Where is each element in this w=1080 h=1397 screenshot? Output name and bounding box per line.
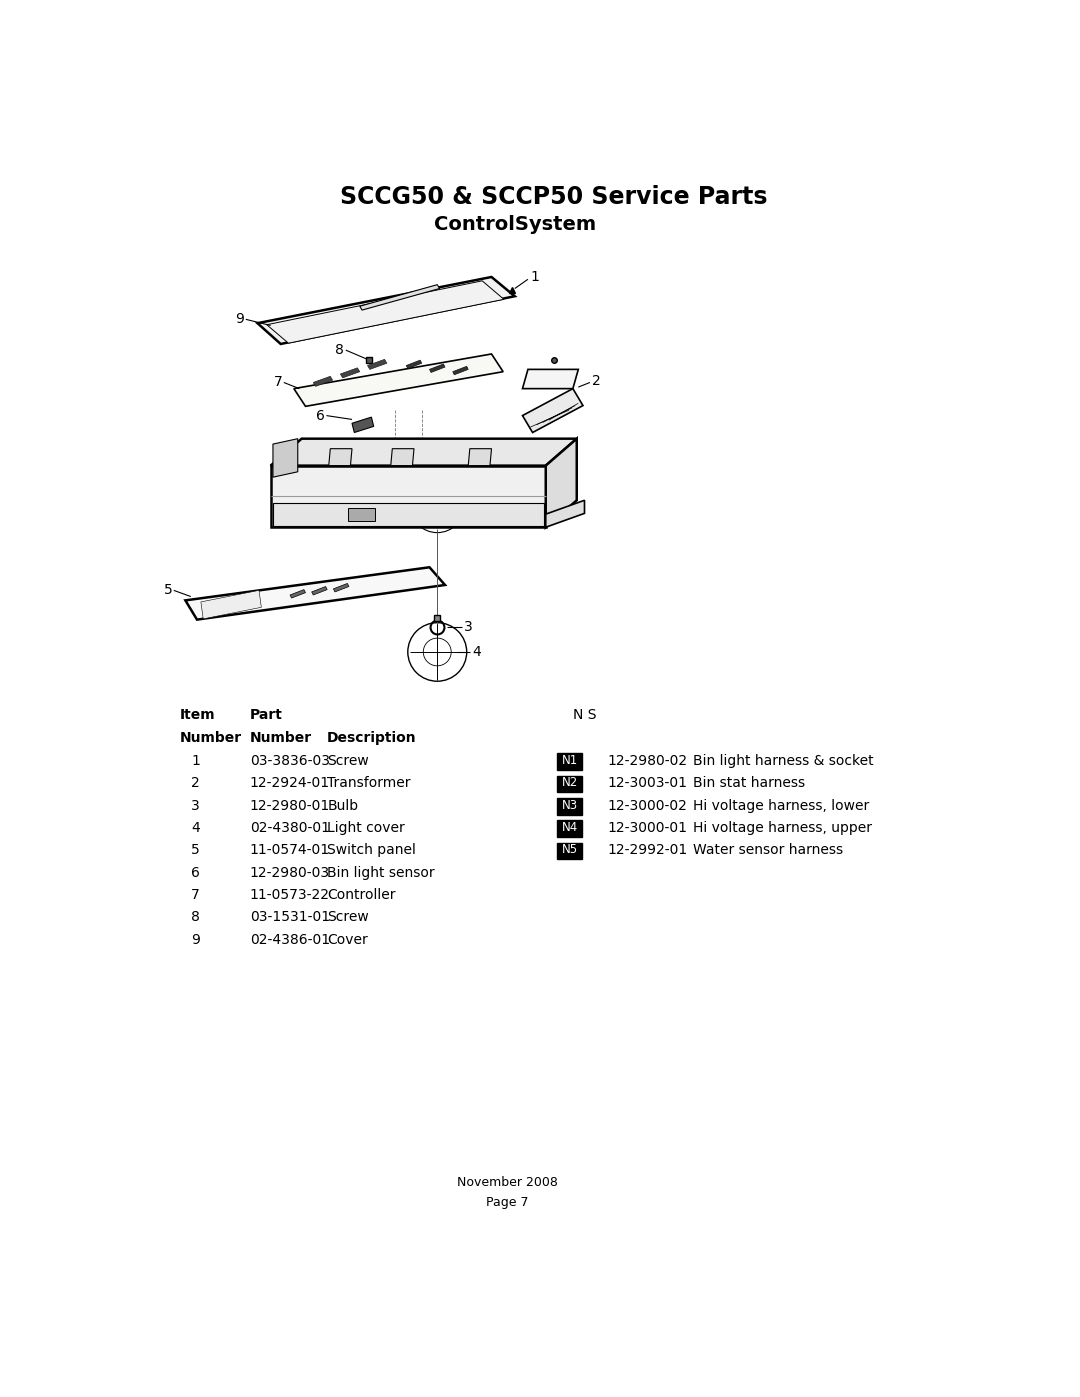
Text: 9: 9 (191, 933, 200, 947)
Text: 6: 6 (191, 866, 200, 880)
Text: Number: Number (180, 731, 242, 745)
Text: N4: N4 (562, 821, 578, 834)
Text: SCCG50 & SCCP50 Service Parts: SCCG50 & SCCP50 Service Parts (340, 184, 767, 208)
Text: Bin light sensor: Bin light sensor (327, 866, 435, 880)
Text: Number: Number (249, 731, 312, 745)
Text: 5: 5 (191, 844, 200, 858)
Text: 12-2980-02: 12-2980-02 (608, 754, 688, 768)
Bar (557, 842, 582, 859)
Text: Description: Description (327, 731, 417, 745)
Polygon shape (201, 591, 261, 619)
Text: Page 7: Page 7 (486, 1196, 528, 1208)
Text: N S: N S (572, 708, 596, 722)
Text: 12-2980-01: 12-2980-01 (249, 799, 330, 813)
Polygon shape (257, 277, 515, 344)
Text: 03-3836-03: 03-3836-03 (249, 754, 329, 768)
Text: Bulb: Bulb (327, 799, 359, 813)
Polygon shape (545, 500, 584, 527)
Text: Transformer: Transformer (327, 777, 410, 791)
Text: 4: 4 (472, 645, 481, 659)
Polygon shape (360, 285, 440, 310)
Polygon shape (294, 353, 503, 407)
Text: 12-3000-02: 12-3000-02 (608, 799, 688, 813)
Text: Switch panel: Switch panel (327, 844, 416, 858)
Text: Screw: Screw (327, 911, 369, 925)
Polygon shape (406, 360, 422, 369)
Text: 6: 6 (316, 408, 325, 422)
Text: Water sensor harness: Water sensor harness (693, 844, 843, 858)
Text: 8: 8 (336, 344, 345, 358)
Text: November 2008: November 2008 (457, 1175, 557, 1189)
Text: 1: 1 (191, 754, 200, 768)
Text: 8: 8 (191, 911, 200, 925)
Text: 2: 2 (191, 777, 200, 791)
Polygon shape (340, 367, 360, 377)
Polygon shape (348, 509, 375, 521)
Text: N1: N1 (562, 754, 578, 767)
Polygon shape (391, 448, 414, 465)
Text: 3: 3 (464, 620, 473, 634)
Text: 11-0573-22: 11-0573-22 (249, 888, 329, 902)
Text: ControlSystem: ControlSystem (434, 215, 596, 235)
Polygon shape (545, 439, 577, 527)
Polygon shape (367, 359, 387, 369)
Text: Hi voltage harness, lower: Hi voltage harness, lower (693, 799, 869, 813)
Text: Part: Part (249, 708, 283, 722)
Text: 2: 2 (592, 374, 600, 388)
Text: 1: 1 (530, 270, 539, 284)
Text: Screw: Screw (327, 754, 369, 768)
Text: Cover: Cover (327, 933, 368, 947)
Text: Controller: Controller (327, 888, 395, 902)
Text: 02-4380-01: 02-4380-01 (249, 821, 329, 835)
Polygon shape (312, 587, 327, 595)
Text: 03-1531-01: 03-1531-01 (249, 911, 329, 925)
Polygon shape (291, 590, 306, 598)
Text: 7: 7 (273, 376, 282, 390)
Text: 12-2992-01: 12-2992-01 (608, 844, 688, 858)
Text: 3: 3 (191, 799, 200, 813)
Text: 4: 4 (191, 821, 200, 835)
Text: 5: 5 (163, 584, 172, 598)
Polygon shape (186, 567, 445, 620)
Text: 7: 7 (191, 888, 200, 902)
Polygon shape (352, 418, 374, 433)
Bar (557, 753, 582, 770)
Text: 12-2924-01: 12-2924-01 (249, 777, 329, 791)
Text: 11-0574-01: 11-0574-01 (249, 844, 329, 858)
Bar (557, 798, 582, 814)
Polygon shape (469, 448, 491, 465)
Text: Light cover: Light cover (327, 821, 405, 835)
Text: N3: N3 (562, 799, 578, 812)
Text: 12-2980-03: 12-2980-03 (249, 866, 329, 880)
Text: Bin stat harness: Bin stat harness (693, 777, 805, 791)
Polygon shape (334, 584, 349, 592)
Text: Bin light harness & socket: Bin light harness & socket (693, 754, 874, 768)
Polygon shape (273, 439, 298, 478)
Polygon shape (328, 448, 352, 465)
Text: N2: N2 (562, 777, 578, 789)
Polygon shape (273, 503, 544, 525)
Polygon shape (430, 365, 445, 373)
Text: 02-4386-01: 02-4386-01 (249, 933, 329, 947)
Polygon shape (523, 388, 583, 433)
Text: 9: 9 (234, 313, 243, 327)
Text: 12-3000-01: 12-3000-01 (608, 821, 688, 835)
Polygon shape (271, 439, 577, 465)
Polygon shape (271, 465, 545, 527)
Text: Hi voltage harness, upper: Hi voltage harness, upper (693, 821, 872, 835)
Polygon shape (267, 281, 504, 344)
Polygon shape (453, 366, 469, 374)
Bar (557, 820, 582, 837)
Polygon shape (313, 376, 333, 387)
Bar (557, 775, 582, 792)
Text: N5: N5 (562, 844, 578, 856)
Text: Item: Item (180, 708, 216, 722)
Text: 12-3003-01: 12-3003-01 (608, 777, 688, 791)
Polygon shape (523, 369, 578, 388)
